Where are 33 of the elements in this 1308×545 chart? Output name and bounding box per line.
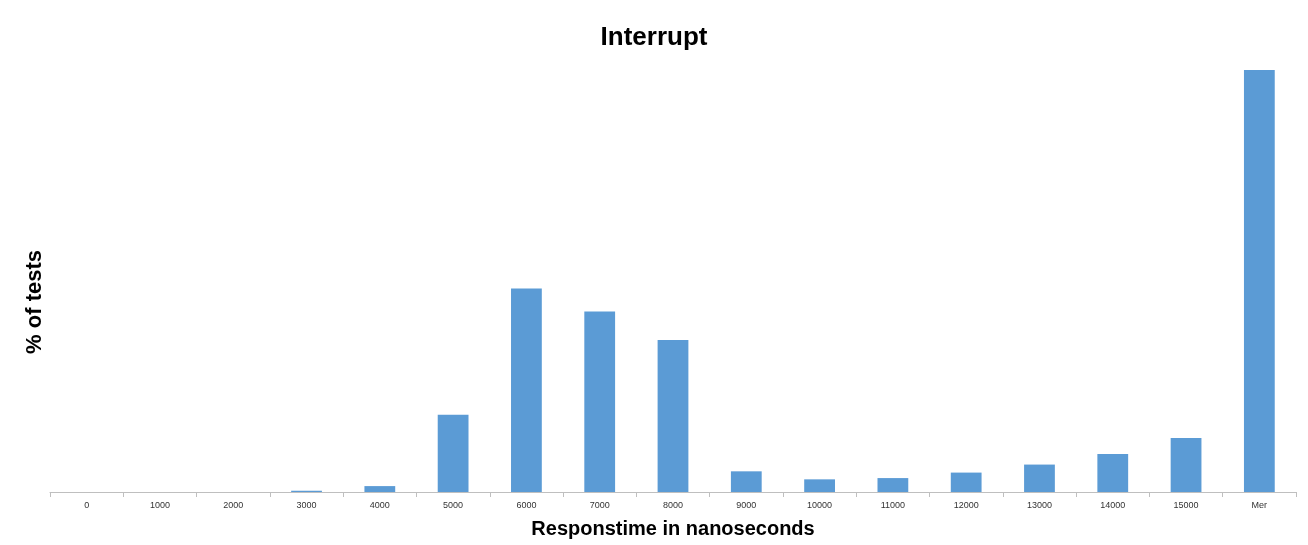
bar	[877, 478, 909, 492]
x-tick-label: 11000	[880, 499, 906, 510]
x-tick-label: 10000	[807, 499, 833, 510]
bar	[1170, 437, 1202, 492]
x-tick-label: 4000	[369, 499, 390, 510]
bar	[1024, 464, 1055, 492]
x-tick-label: Mer	[1251, 499, 1268, 510]
bar	[657, 340, 689, 492]
chart-title: Interrupt	[600, 21, 708, 51]
bar	[364, 486, 396, 492]
x-tick-label: 14000	[1100, 499, 1126, 510]
bar	[1097, 454, 1129, 492]
x-tick-label: 15000	[1173, 499, 1199, 510]
x-tick-label: 0	[84, 499, 90, 510]
bar	[584, 311, 616, 492]
x-tick-label: 7000	[589, 499, 610, 510]
x-tick-label: 6000	[516, 499, 537, 510]
bar	[730, 471, 762, 492]
x-tick-label: 2000	[223, 499, 244, 510]
x-tick-label: 5000	[443, 499, 464, 510]
x-tick-label: 8000	[662, 499, 684, 510]
bar	[437, 414, 469, 492]
bar	[804, 479, 835, 492]
x-axis-title: Responstime in nanoseconds	[531, 517, 815, 539]
x-tick-label: 1000	[149, 499, 170, 510]
x-tick-label: 12000	[953, 499, 979, 510]
bar	[511, 288, 542, 492]
bar	[950, 472, 982, 492]
x-tick-label: 3000	[296, 499, 317, 510]
bar	[1243, 70, 1275, 492]
y-axis-title: % of tests	[20, 249, 46, 354]
x-tick-label: 13000	[1026, 499, 1052, 510]
x-tick-label: 9000	[736, 499, 757, 510]
